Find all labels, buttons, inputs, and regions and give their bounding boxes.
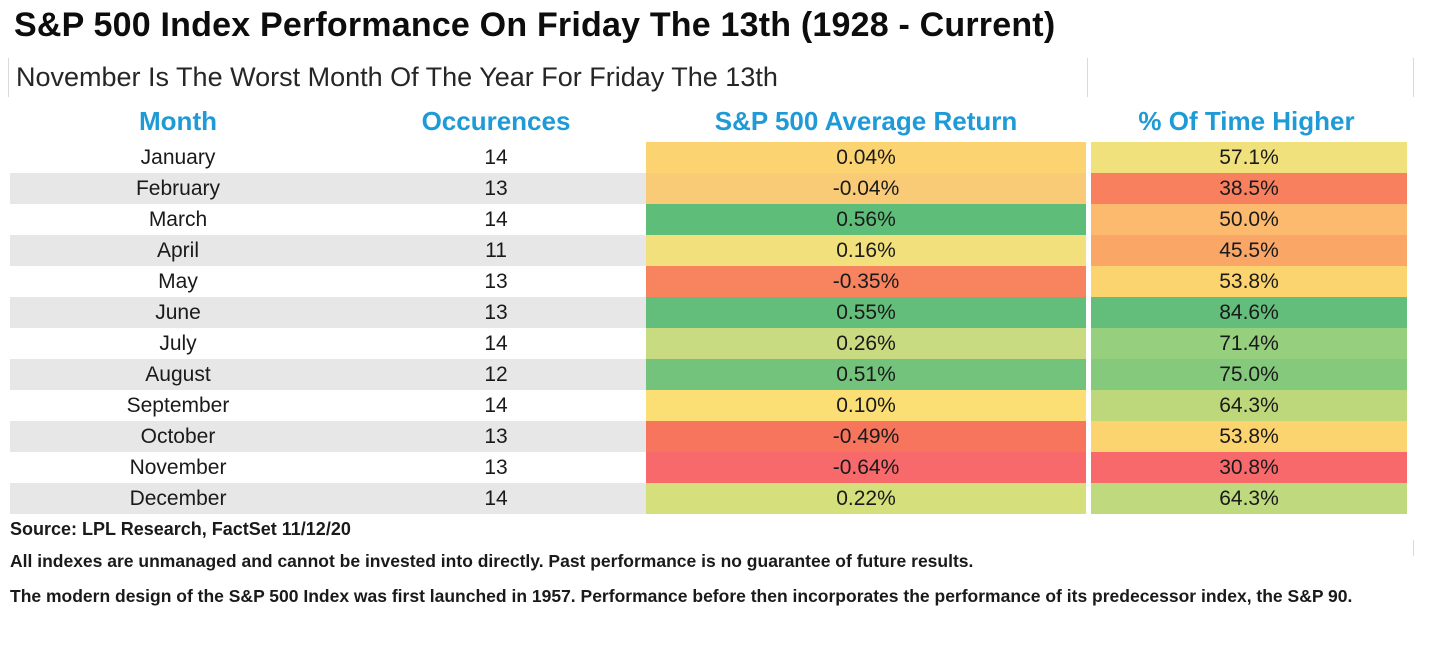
month-cell: April [10, 235, 346, 266]
month-cell: June [10, 297, 346, 328]
avg-return-cell: 0.26% [646, 328, 1086, 359]
occurences-cell: 14 [484, 146, 508, 169]
month-cell: July [159, 332, 197, 355]
avg-return-cell: 0.16% [646, 235, 1086, 266]
month-cell: October [10, 421, 346, 452]
month-cell: January [140, 146, 216, 169]
occurences-cell: 14 [484, 208, 508, 231]
disclaimer-text: All indexes are unmanaged and cannot be … [10, 551, 974, 571]
occurences-cell: 11 [346, 235, 646, 266]
avg-return-cell: 0.55% [646, 297, 1086, 328]
avg-return-cell: 0.51% [646, 359, 1086, 390]
table-row: August 12 0.51% 75.0% [10, 359, 1407, 390]
pct-higher-cell: 75.0% [1086, 359, 1407, 390]
pct-higher-cell: 53.8% [1086, 266, 1407, 297]
occurences-cell: 14 [484, 332, 508, 355]
avg-return-cell: -0.35% [646, 266, 1086, 297]
month-cell: September [126, 394, 230, 417]
pct-higher-cell: 50.0% [1086, 204, 1407, 235]
avg-return-cell: 0.10% [646, 390, 1086, 421]
occurences-cell: 13 [484, 456, 508, 479]
occurences-cell: 13 [346, 173, 646, 204]
occurences-cell: 13 [346, 421, 646, 452]
disclaimer-text: The modern design of the S&P 500 Index w… [10, 586, 1353, 606]
table-row: June 13 0.55% 84.6% [10, 297, 1407, 328]
month-cell: May [158, 270, 198, 293]
gridline-vertical [1413, 540, 1414, 556]
performance-table: Month Occurences S&P 500 Average Return … [10, 100, 1407, 514]
avg-return-cell: 0.22% [646, 483, 1086, 514]
pct-higher-cell: 84.6% [1086, 297, 1407, 328]
column-header-avg-return: S&P 500 Average Return [714, 105, 1018, 136]
table-row: September 14 0.10% 64.3% [10, 390, 1407, 421]
column-header-pct-higher: % Of Time Higher [1138, 105, 1355, 136]
pct-higher-cell: 30.8% [1086, 452, 1407, 483]
table-row: January 14 0.04% 57.1% [10, 142, 1407, 173]
occurences-cell: 14 [484, 394, 508, 417]
occurences-cell: 12 [346, 359, 646, 390]
pct-higher-cell: 71.4% [1086, 328, 1407, 359]
avg-return-cell: -0.04% [646, 173, 1086, 204]
pct-higher-cell: 53.8% [1086, 421, 1407, 452]
table-header-row: Month Occurences S&P 500 Average Return … [10, 100, 1407, 142]
column-header-occurences: Occurences [421, 105, 571, 136]
occurences-cell: 13 [346, 297, 646, 328]
avg-return-cell: -0.64% [646, 452, 1086, 483]
pct-higher-cell: 38.5% [1086, 173, 1407, 204]
table-row: April 11 0.16% 45.5% [10, 235, 1407, 266]
table-row: February 13 -0.04% 38.5% [10, 173, 1407, 204]
occurences-cell: 13 [484, 270, 508, 293]
table-row: July 14 0.26% 71.4% [10, 328, 1407, 359]
month-cell: August [10, 359, 346, 390]
month-cell: February [10, 173, 346, 204]
avg-return-cell: -0.49% [646, 421, 1086, 452]
avg-return-cell: 0.56% [646, 204, 1086, 235]
table-row: November 13 -0.64% 30.8% [10, 452, 1407, 483]
gridline-vertical [1413, 58, 1414, 97]
table-row: March 14 0.56% 50.0% [10, 204, 1407, 235]
month-cell: December [10, 483, 346, 514]
month-cell: November [129, 456, 227, 479]
source-note: Source: LPL Research, FactSet 11/12/20 [10, 519, 351, 539]
subtitle-row: November Is The Worst Month Of The Year … [8, 58, 1414, 97]
table-row: October 13 -0.49% 53.8% [10, 421, 1407, 452]
avg-return-cell: 0.04% [646, 142, 1086, 173]
pct-higher-cell: 45.5% [1086, 235, 1407, 266]
pct-higher-cell: 64.3% [1086, 390, 1407, 421]
gridline-vertical [1087, 58, 1088, 97]
pct-higher-cell: 64.3% [1086, 483, 1407, 514]
table-row: May 13 -0.35% 53.8% [10, 266, 1407, 297]
occurences-cell: 14 [346, 483, 646, 514]
table-body: January 14 0.04% 57.1% February 13 -0.04… [10, 142, 1407, 514]
pct-higher-cell: 57.1% [1086, 142, 1407, 173]
month-cell: March [148, 208, 208, 231]
table-row: December 14 0.22% 64.3% [10, 483, 1407, 514]
column-header-month: Month [139, 105, 217, 136]
subtitle: November Is The Worst Month Of The Year … [16, 62, 778, 92]
page-title: S&P 500 Index Performance On Friday The … [14, 6, 1056, 44]
